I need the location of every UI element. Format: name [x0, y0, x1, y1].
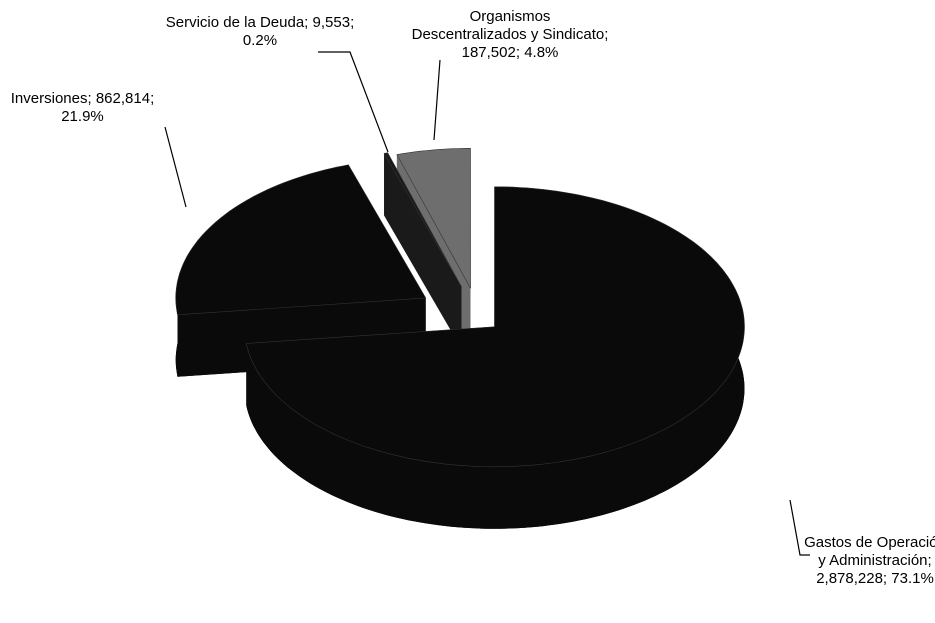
category: Servicio de la Deuda: [165, 14, 305, 31]
separator: ;: [87, 90, 96, 107]
percent-label: 21.9%: [61, 108, 104, 125]
pie-slice: [383, 152, 462, 287]
slice-side: [384, 152, 388, 216]
category: Organismos Descentralizados y Sindicato: [411, 8, 605, 43]
separator: ;: [515, 44, 525, 61]
percent-label: 73.1%: [891, 570, 934, 587]
value-label: 9,553: [312, 14, 351, 31]
slice-wall: [387, 152, 462, 349]
category: Gastos de Operación y Administración: [804, 534, 935, 569]
category: Inversiones: [10, 90, 88, 107]
pie-slice: [245, 186, 745, 468]
separator: ;: [150, 90, 155, 107]
data-label: Gastos de Operación y Administración; 2,…: [800, 534, 935, 588]
percent-label: 0.2%: [242, 32, 278, 49]
leader-line: [164, 126, 187, 208]
separator: ;: [604, 26, 609, 43]
value-label: 862,814: [95, 90, 151, 107]
separator: ;: [882, 570, 892, 587]
percent-label: 4.8%: [524, 44, 559, 61]
value-label: 187,502: [461, 44, 516, 61]
leader-line: [318, 51, 389, 153]
data-label: Servicio de la Deuda; 9,553; 0.2%: [160, 14, 360, 50]
separator: ;: [927, 552, 932, 569]
data-label: Inversiones; 862,814; 21.9%: [0, 90, 165, 126]
separator: ;: [304, 14, 313, 31]
value-label: 2,878,228: [816, 570, 883, 587]
pie-slice: [175, 164, 427, 316]
data-label: Organismos Descentralizados y Sindicato;…: [410, 8, 610, 62]
separator: ;: [350, 14, 355, 31]
pie-slice: [396, 147, 471, 289]
leader-line: [789, 499, 810, 556]
leader-line: [433, 59, 441, 141]
